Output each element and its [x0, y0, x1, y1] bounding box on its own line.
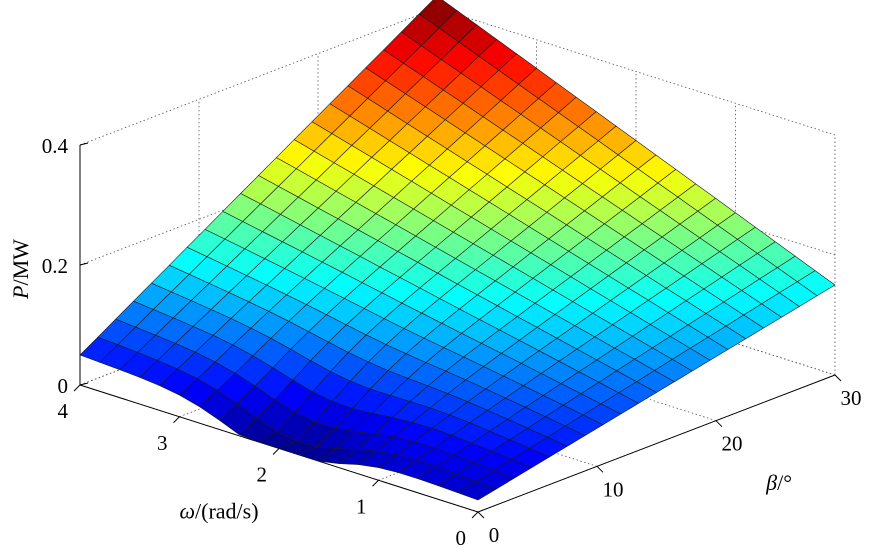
beta-tick-label: 20: [722, 432, 743, 456]
p-axis-label-unit: /MW: [8, 239, 33, 286]
omega-tick: [471, 511, 479, 519]
omega-tick: [272, 448, 280, 455]
beta-tick: [834, 374, 842, 382]
axis-labels: β/° ω/(rad/s) P/MW: [8, 239, 792, 524]
beta-tick-label: 30: [841, 386, 862, 410]
beta-tick-label: 0: [489, 523, 500, 547]
surface: [79, 0, 836, 501]
omega-tick-label: 2: [257, 463, 268, 487]
wall-grid-z: [436, 7, 836, 136]
p-tick-label: 0.4: [42, 134, 69, 158]
beta-axis-line: [477, 374, 836, 513]
omega-tick: [73, 384, 81, 392]
beta-tick: [715, 420, 723, 428]
p-tick-label: 0: [58, 374, 69, 398]
omega-axis-label-symbol: ω: [179, 499, 195, 524]
p-axis-label: P/MW: [8, 239, 33, 300]
p-tick: [79, 142, 89, 146]
omega-axis-label-unit: /(rad/s): [195, 499, 259, 524]
beta-axis-label: β/°: [765, 470, 792, 495]
omega-tick-label: 4: [58, 399, 69, 423]
surface-patch: [457, 481, 497, 501]
p-tick: [79, 382, 89, 386]
beta-tick-label: 10: [603, 477, 624, 501]
beta-axis-label-symbol: β: [765, 470, 777, 495]
p-tick: [79, 262, 89, 266]
omega-tick-label: 1: [356, 494, 367, 518]
beta-tick: [477, 511, 485, 519]
omega-axis-label: ω/(rad/s): [179, 499, 258, 524]
omega-tick: [173, 416, 180, 424]
omega-tick-label: 0: [456, 526, 467, 550]
p-tick-label: 0.2: [42, 254, 68, 278]
beta-tick: [596, 465, 604, 473]
beta-axis-label-unit: /°: [777, 470, 792, 495]
omega-tick-label: 3: [157, 431, 168, 455]
omega-tick: [372, 479, 379, 487]
p-axis-label-symbol: P: [8, 286, 33, 300]
